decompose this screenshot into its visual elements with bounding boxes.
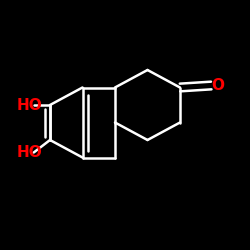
Text: HO: HO bbox=[16, 145, 42, 160]
Text: O: O bbox=[211, 78, 224, 93]
Text: HO: HO bbox=[16, 98, 42, 112]
